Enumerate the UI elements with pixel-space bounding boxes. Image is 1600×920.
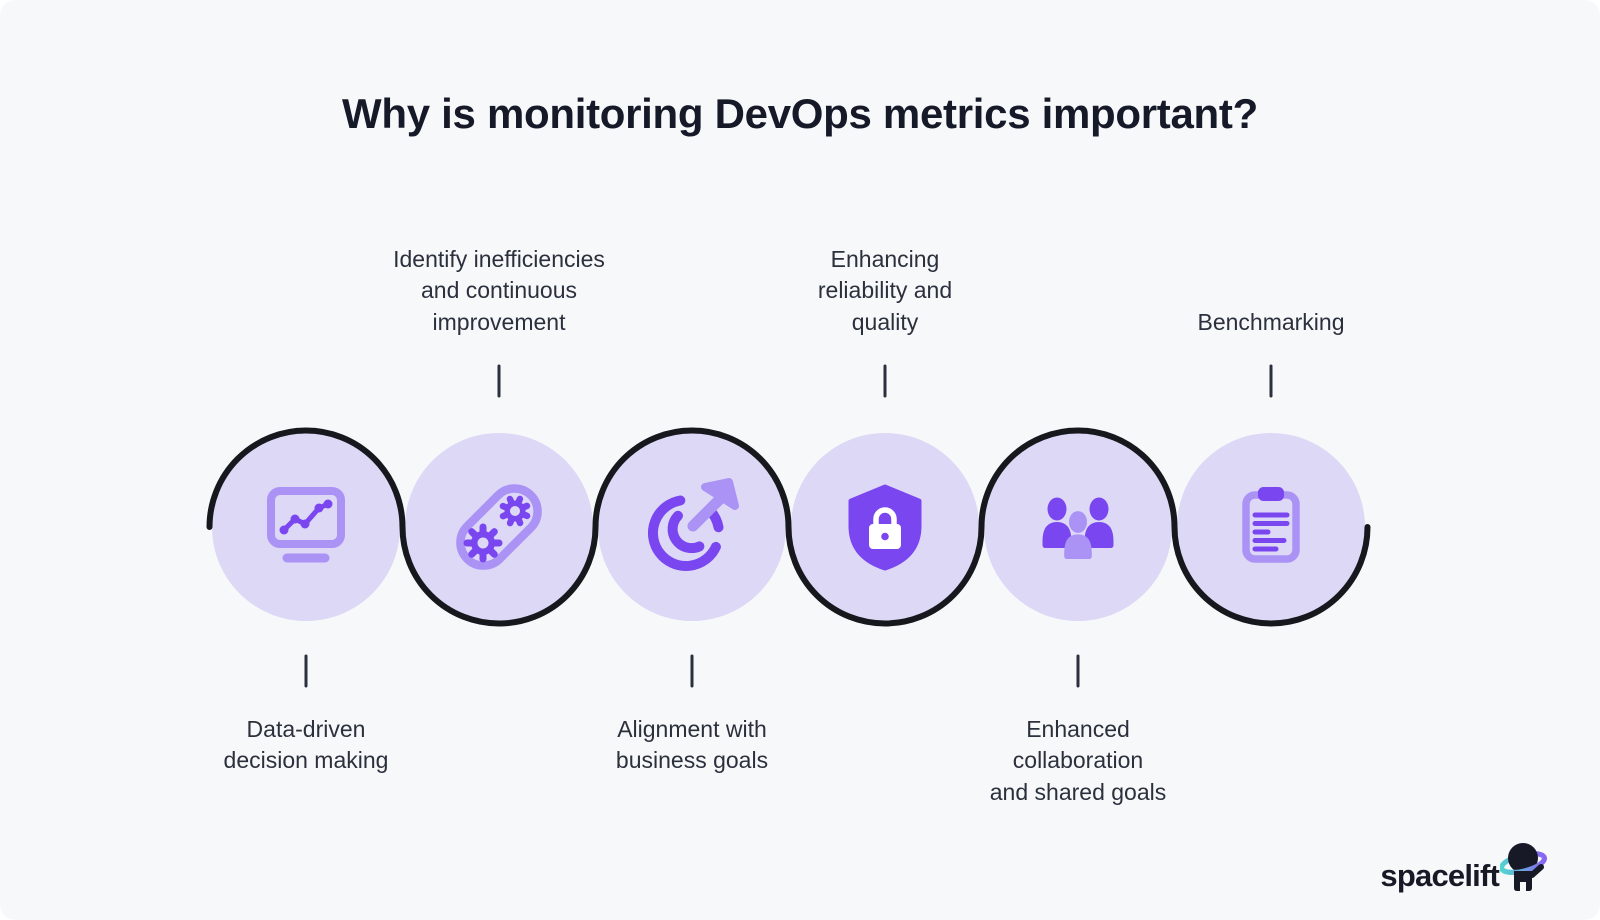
step-circle-2 (405, 433, 593, 621)
target-dart-icon (647, 478, 739, 571)
team-collaboration-icon (1042, 497, 1114, 560)
gears-pipeline-icon (456, 484, 542, 570)
step-label-data-driven: Data-driven decision making (223, 716, 389, 774)
monitor-chart-icon (267, 487, 345, 563)
step-label-benchmarking: Benchmarking (1197, 308, 1345, 335)
step-circle-6 (1177, 433, 1365, 621)
step-label-reliability: Enhancing reliability and quality (817, 246, 953, 335)
connector-wave (206, 427, 1371, 627)
spacelift-logo-text: spacelift (1380, 858, 1499, 893)
shield-lock-icon (848, 484, 922, 571)
step-label-inefficiencies: Identify inefficiencies and continuous i… (393, 246, 605, 335)
spacelift-logo: spacelift (1380, 838, 1548, 894)
step-label-alignment: Alignment with business goals (615, 716, 769, 774)
step-label-collaboration: Enhanced collaboration and shared goals (989, 716, 1167, 805)
clipboard-checklist-icon (1242, 487, 1300, 563)
spacelift-mascot-icon (1500, 843, 1547, 891)
page-title: Why is monitoring DevOps metrics importa… (342, 90, 1258, 137)
